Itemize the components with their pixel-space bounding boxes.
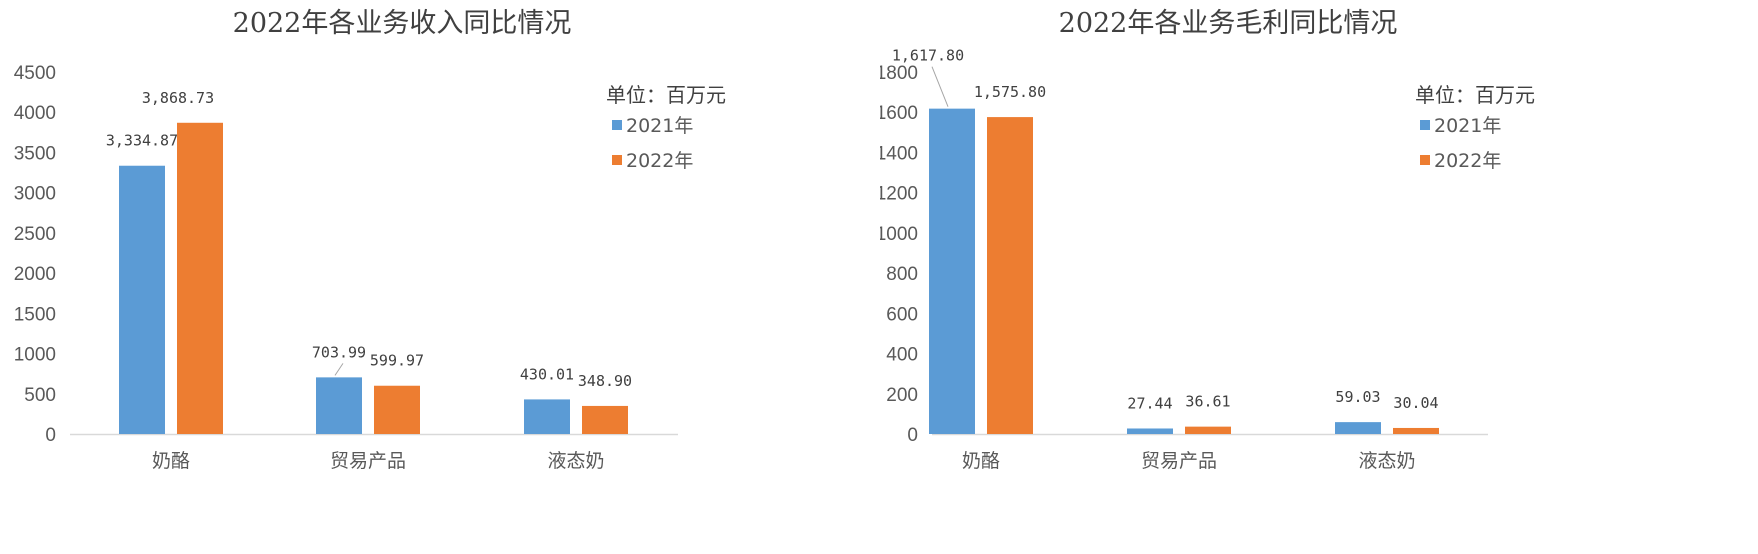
legend-entry: 2022年: [626, 150, 693, 172]
bar-2022年-贸易产品: [374, 385, 420, 434]
y-tick-label: 1000: [14, 345, 56, 366]
data-label: 3,334.87: [106, 132, 178, 150]
data-label: 27.44: [1127, 394, 1172, 412]
bar-2021年-液态奶: [1335, 422, 1381, 434]
y-tick-label: 400: [886, 345, 918, 366]
bar-2022年-奶酪: [987, 117, 1033, 434]
y-tick-label: 0: [45, 425, 56, 446]
bar-2021年-奶酪: [119, 165, 165, 434]
category-label: 液态奶: [1358, 450, 1415, 472]
y-tick-label: 3000: [14, 184, 56, 205]
bar-2022年-液态奶: [582, 405, 628, 434]
legend-swatch: [1420, 120, 1430, 130]
chart-title: 2022年各业务收入同比情况: [233, 8, 572, 39]
legend-swatch: [1420, 155, 1430, 165]
y-tick-label: 4000: [14, 103, 56, 124]
y-tick-label: 600: [886, 304, 918, 325]
y-tick-label: 500: [24, 385, 56, 406]
legend-entry: 2022年: [1434, 150, 1501, 172]
bar-2021年-液态奶: [524, 399, 570, 434]
y-tick-label: 1200: [880, 184, 918, 205]
legend-swatch: [612, 120, 622, 130]
category-label: 贸易产品: [1141, 450, 1217, 472]
revenue-chart-svg: 2022年各业务收入同比情况 0 500 1000 1500 2000 2500 3000 35…: [14, 8, 726, 472]
bar-2022年-奶酪: [177, 122, 223, 434]
y-tick-label: 1400: [880, 143, 918, 164]
data-label: 348.90: [578, 372, 632, 390]
data-label: 599.97: [370, 352, 424, 370]
data-label: 430.01: [520, 365, 574, 383]
data-label: 703.99: [312, 343, 366, 361]
chart-title: 2022年各业务毛利同比情况: [1059, 8, 1398, 39]
unit-label: 单位：百万元: [606, 83, 726, 107]
data-label: 1,575.80: [974, 83, 1046, 101]
legend-entry: 2021年: [1434, 115, 1501, 137]
bar-2021年-贸易产品: [1127, 428, 1173, 434]
bar-2021年-奶酪: [929, 108, 975, 434]
data-label: 1,617.80: [892, 47, 964, 65]
y-tick-label: 2500: [14, 224, 56, 245]
data-label: 36.61: [1185, 393, 1230, 411]
y-tick-label: 2000: [14, 264, 56, 285]
y-tick-label: 1600: [880, 103, 918, 124]
legend-swatch: [612, 155, 622, 165]
legend-entry: 2021年: [626, 115, 693, 137]
y-tick-label: 4500: [14, 63, 56, 84]
category-label: 奶酪: [152, 450, 190, 472]
data-label: 3,868.73: [142, 89, 214, 107]
y-tick-label: 800: [886, 264, 918, 285]
y-tick-label: 1000: [880, 224, 918, 245]
revenue-chart: 2022年各业务收入同比情况 0 500 1000 1500 2000 2500 3000 35…: [14, 8, 726, 472]
unit-label: 单位：百万元: [1415, 83, 1535, 107]
category-label: 贸易产品: [330, 450, 406, 472]
data-label-leader: [334, 363, 344, 376]
y-tick-label: 1800: [880, 63, 918, 84]
bar-2022年-液态奶: [1393, 427, 1439, 434]
category-label: 奶酪: [962, 450, 1000, 472]
bar-2021年-贸易产品: [316, 377, 362, 434]
gross-profit-chart: 2022年各业务毛利同比情况 0 200 400 600 800 1000 1200 1400 1…: [880, 0, 1758, 554]
y-tick-label: 200: [886, 385, 918, 406]
y-tick-label: 3500: [14, 143, 56, 164]
bar-2022年-贸易产品: [1185, 426, 1231, 434]
y-tick-label: 0: [907, 425, 918, 446]
data-label: 30.04: [1393, 394, 1438, 412]
y-tick-label: 1500: [14, 304, 56, 325]
gross-profit-chart-svg: 2022年各业务毛利同比情况 0 200 400 600 800 1000 1200 1400 1…: [880, 8, 1535, 472]
category-label: 液态奶: [547, 450, 604, 472]
data-label: 59.03: [1335, 388, 1380, 406]
data-label-leader: [931, 66, 949, 107]
